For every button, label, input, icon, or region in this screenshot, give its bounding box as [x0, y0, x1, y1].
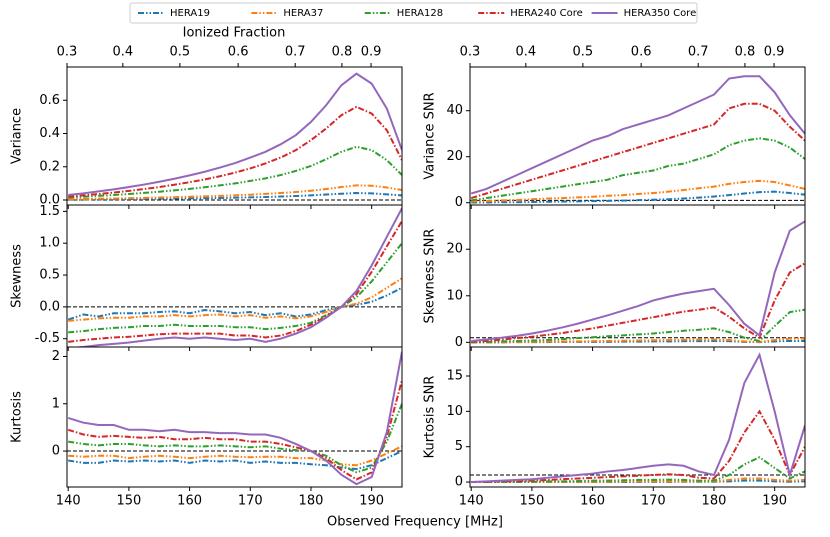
series-line: [68, 403, 402, 474]
y-tick-label: 0.6: [39, 93, 60, 108]
series-line: [471, 262, 805, 343]
series-line: [68, 277, 402, 322]
legend-label: HERA350 Core: [624, 8, 697, 19]
x-tick-label: 170: [641, 494, 666, 509]
y-axis-label: Kurtosis: [10, 391, 25, 443]
x-tick-label: 180: [299, 494, 324, 509]
legend-label: HERA128: [397, 8, 443, 19]
y-tick-label: 1.0: [39, 236, 60, 251]
y-tick-label: 15: [446, 368, 463, 383]
series-line: [67, 286, 402, 321]
x2-tick-label: 0.4: [112, 45, 133, 60]
x2-tick-label: 0.6: [228, 45, 249, 60]
series-line: [68, 450, 402, 471]
y-tick-label: 1: [52, 396, 60, 411]
x-tick-label: 160: [580, 494, 605, 509]
series-line: [471, 477, 805, 484]
x-tick-label: 150: [116, 494, 141, 509]
series-line: [471, 137, 805, 202]
y-tick-label: 0.0: [39, 299, 60, 314]
y-tick-label: 5: [455, 439, 463, 454]
y-axis-label: Variance SNR: [423, 92, 438, 179]
y-tick-label: 0: [455, 335, 463, 350]
x2-tick-label: 0.7: [285, 45, 306, 60]
series-line: [71, 207, 402, 347]
x2-tick-label: 0.6: [631, 45, 652, 60]
x2-tick-label: 0.9: [361, 45, 382, 60]
x-tick-label: 170: [238, 494, 263, 509]
plot-frame: [469, 204, 806, 348]
x-tick-label: 140: [459, 494, 484, 509]
y-tick-label: 0: [455, 475, 463, 490]
series-line: [67, 351, 402, 486]
y-tick-label: 2: [52, 349, 60, 364]
y-tick-label: 10: [446, 288, 463, 303]
y-axis-label: Kurtosis SNR: [423, 376, 438, 459]
x2-tick-label: 0.7: [688, 45, 709, 60]
series-line: [471, 337, 805, 344]
x2-tick-label: 0.4: [515, 45, 536, 60]
series-line: [471, 190, 805, 204]
x-tick-label: 160: [177, 494, 202, 509]
x-tick-label: 180: [702, 494, 727, 509]
x2-tick-label: 0.8: [735, 45, 756, 60]
x-tick-label: 190: [359, 494, 384, 509]
legend-box: [129, 2, 698, 24]
x-tick-label: 150: [519, 494, 544, 509]
y-tick-label: 0.2: [39, 159, 60, 174]
x2-tick-label: 0.3: [460, 45, 481, 60]
y-tick-label: 10: [446, 404, 463, 419]
y-tick-label: 20: [446, 242, 463, 257]
plot-frame: [469, 346, 806, 488]
plot-frame: [66, 204, 403, 348]
y-tick-label: 0.5: [39, 268, 60, 283]
x2-tick-label: 0.5: [170, 45, 191, 60]
series-line: [68, 445, 402, 467]
series-line: [470, 75, 805, 195]
legend-label: HERA240 Core: [510, 8, 583, 19]
legend-label: HERA19: [170, 8, 210, 19]
series-line: [471, 352, 805, 484]
series-line: [470, 102, 805, 200]
top-axis-label: Ionized Fraction: [183, 26, 286, 41]
series-line: [68, 242, 402, 334]
y-axis-label: Skewness: [10, 244, 25, 308]
x-axis-label: Observed Frequency [MHz]: [327, 515, 503, 530]
y-tick-label: -0.5: [35, 331, 60, 346]
plot-frame: [66, 346, 403, 488]
y-axis-label: Variance: [10, 108, 25, 164]
x2-tick-label: 0.9: [764, 45, 785, 60]
x2-tick-label: 0.5: [573, 45, 594, 60]
y-tick-label: 1.5: [39, 204, 60, 219]
series-line: [471, 220, 805, 342]
y-tick-label: 0: [52, 444, 60, 459]
x-tick-label: 190: [762, 494, 787, 509]
x2-tick-label: 0.3: [57, 45, 78, 60]
y-axis-label: Skewness SNR: [423, 229, 438, 324]
series-line: [471, 456, 805, 484]
series-line: [471, 409, 805, 484]
plot-frame: [469, 66, 806, 206]
series-line: [68, 192, 402, 201]
y-tick-label: 40: [446, 103, 463, 118]
series-line: [471, 179, 805, 203]
series-line: [68, 105, 402, 198]
series-line: [68, 72, 402, 197]
y-tick-label: 0.4: [39, 126, 60, 141]
x-tick-label: 140: [56, 494, 81, 509]
series-line: [68, 145, 402, 199]
legend-label: HERA37: [283, 8, 323, 19]
series-line: [68, 220, 402, 343]
y-tick-label: 0.0: [39, 193, 60, 208]
x2-tick-label: 0.8: [332, 45, 353, 60]
y-tick-label: 0: [455, 195, 463, 210]
series-line: [471, 308, 805, 344]
y-tick-label: 20: [446, 149, 463, 164]
series-line: [68, 184, 402, 201]
